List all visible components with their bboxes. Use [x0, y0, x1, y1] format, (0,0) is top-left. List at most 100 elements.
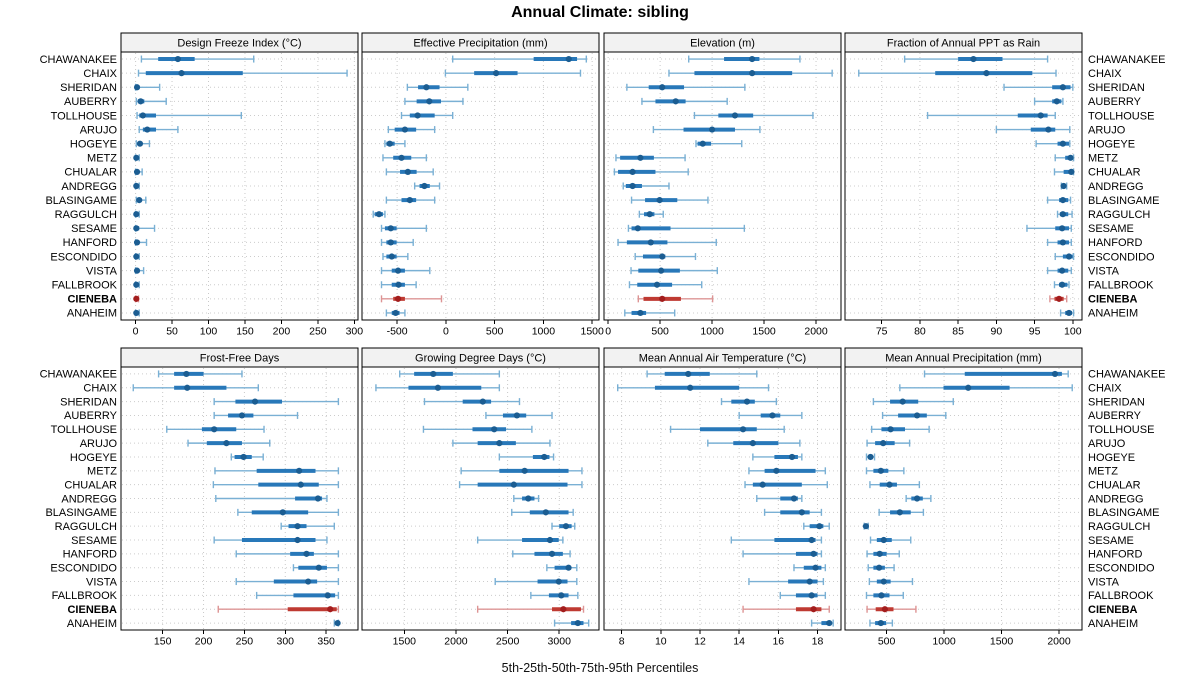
percentile-row-andregg	[413, 182, 441, 190]
median-dot	[759, 481, 766, 488]
percentile-row-raggulch	[803, 522, 830, 530]
station-label-right: METZ	[1088, 466, 1118, 478]
panel-title: Mean Annual Air Temperature (°C)	[639, 353, 806, 365]
median-dot	[808, 536, 815, 544]
percentile-row-andregg	[756, 495, 803, 502]
percentile-row-vista	[380, 267, 431, 275]
percentile-row-fallbrook	[530, 591, 579, 599]
median-dot	[513, 412, 521, 419]
median-dot	[574, 619, 581, 627]
percentile-row-chaix	[858, 69, 1057, 77]
station-label-left: ANDREGG	[61, 493, 117, 505]
percentile-row-auberry	[1033, 97, 1064, 105]
median-dot	[965, 384, 972, 391]
percentile-row-cieneba	[742, 605, 830, 613]
percentile-row-chawanakee	[140, 55, 255, 63]
station-label-left: ANDREGG	[61, 181, 117, 193]
percentile-row-arujo	[652, 126, 761, 134]
station-label-right: ANAHEIM	[1088, 618, 1138, 630]
median-dot	[637, 309, 644, 317]
station-label-left: SHERIDAN	[60, 82, 117, 94]
station-label-left: VISTA	[86, 265, 118, 277]
station-label-right: SESAME	[1088, 223, 1134, 235]
median-dot	[133, 281, 140, 288]
percentile-row-tollhouse	[136, 111, 243, 119]
median-dot	[562, 523, 570, 530]
panel-title: Elevation (m)	[690, 38, 755, 50]
percentile-row-arujo	[138, 126, 179, 134]
median-dot	[430, 370, 437, 378]
median-dot	[294, 536, 301, 544]
percentile-row-fallbrook	[1053, 281, 1070, 289]
percentile-row-cieneba	[217, 605, 340, 613]
percentile-row-sheridan	[213, 398, 340, 406]
median-dot	[133, 239, 141, 246]
median-dot	[983, 70, 990, 77]
percentile-row-hogeye	[695, 140, 743, 148]
percentile-row-escondido	[546, 564, 578, 572]
station-label-right: VISTA	[1088, 265, 1120, 277]
percentile-row-anaheim	[810, 619, 834, 627]
station-label-right: CHAIX	[1088, 383, 1122, 395]
percentile-row-sesame	[380, 224, 428, 232]
station-label-right: ANDREGG	[1088, 181, 1144, 193]
percentile-row-chawanakee	[903, 55, 1049, 63]
median-dot	[880, 440, 887, 447]
median-dot	[913, 495, 921, 502]
station-label-left: SESAME	[71, 223, 117, 235]
station-label-right: ARUJO	[1088, 438, 1126, 450]
station-label-left: AUBERRY	[64, 410, 118, 422]
tick-label: 14	[733, 636, 745, 648]
median-dot	[816, 523, 823, 530]
percentile-row-vista	[494, 578, 578, 586]
median-dot	[1060, 182, 1067, 190]
station-label-right: BLASINGAME	[1088, 195, 1160, 207]
percentile-row-tollhouse	[166, 425, 265, 433]
median-dot	[387, 225, 394, 232]
median-dot	[826, 619, 833, 627]
median-dot	[565, 55, 572, 63]
percentile-row-escondido	[382, 253, 409, 261]
tick-label: 0	[605, 326, 611, 338]
percentile-row-cieneba	[476, 605, 585, 613]
percentile-row-sesame	[1026, 224, 1072, 232]
percentile-row-escondido	[133, 253, 140, 261]
median-dot	[637, 154, 644, 161]
station-label-left: CHAIX	[83, 68, 117, 80]
percentile-row-tollhouse	[693, 111, 814, 119]
percentile-row-auberry	[404, 97, 464, 105]
tick-label: 500	[486, 326, 504, 338]
median-dot	[881, 606, 888, 613]
station-label-left: HOGEYE	[70, 138, 117, 150]
percentile-row-tollhouse	[422, 425, 533, 433]
percentile-row-auberry	[641, 97, 728, 105]
percentile-row-blasingame	[630, 196, 709, 204]
station-label-left: METZ	[87, 153, 117, 165]
median-dot	[139, 112, 146, 119]
percentile-row-chaix	[899, 384, 1073, 392]
tick-label: 2000	[804, 326, 828, 338]
percentile-row-andregg	[1060, 182, 1068, 190]
panel-design-freeze-index-c: Design Freeze Index (°C) 0 50 100 150 200 250 3…	[120, 32, 363, 338]
percentile-row-cieneba	[637, 295, 714, 303]
median-dot	[525, 495, 532, 502]
tick-label: 500	[878, 636, 896, 648]
median-dot	[136, 197, 143, 204]
panel-growing-degree-days-c: Growing Degree Days (°C) 1500 2000 2500 3000	[361, 347, 600, 648]
station-label-left: ESCONDIDO	[50, 251, 117, 263]
median-dot	[558, 592, 565, 599]
page-title: Annual Climate: sibling	[511, 4, 689, 21]
median-dot	[806, 578, 813, 585]
station-label-right: CHAWANAKEE	[1088, 369, 1165, 381]
median-dot	[251, 398, 259, 405]
percentile-row-chualar	[613, 168, 689, 176]
percentile-row-hanford	[380, 238, 414, 246]
percentile-row-hogeye	[498, 453, 555, 461]
median-dot	[749, 70, 756, 77]
tick-label: 350	[317, 636, 335, 648]
median-dot	[880, 578, 887, 585]
percentile-row-escondido	[292, 564, 340, 572]
panel-title: Mean Annual Precipitation (mm)	[885, 353, 1042, 365]
median-dot	[565, 564, 572, 571]
tick-label: 8	[619, 636, 625, 648]
